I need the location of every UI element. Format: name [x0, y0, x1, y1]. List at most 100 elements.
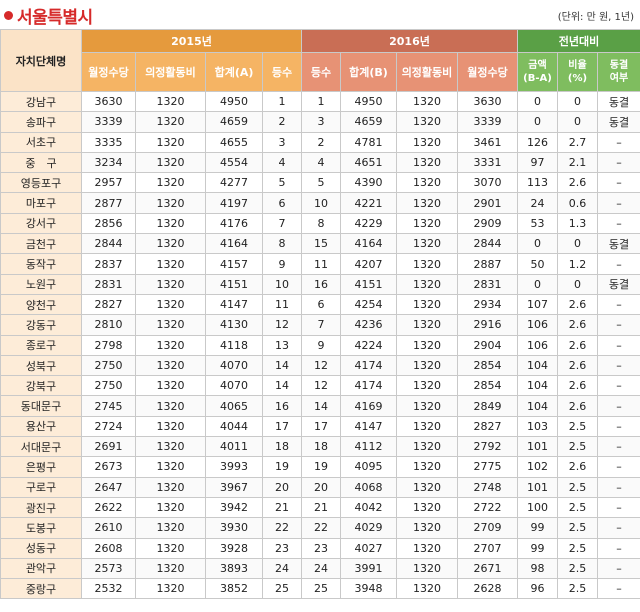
cell-diff: 126 [517, 131, 558, 153]
cell-total-2015: 3928 [205, 537, 263, 559]
cell-pct: 2.6 [557, 314, 598, 336]
cell-rank-2015: 9 [262, 253, 302, 275]
cell-diff: 96 [517, 578, 558, 600]
region-name: 서초구 [0, 131, 82, 153]
cell-activity-2015: 1320 [135, 111, 206, 133]
table-row: 마포구 2877 1320 4197 6 10 4221 1320 2901 24 0.6– [0, 192, 640, 214]
cell-pct: 2.1 [557, 151, 598, 174]
cell-freeze: – [597, 517, 640, 539]
cell-rank-2016: 18 [301, 436, 341, 458]
header-change: 전년대비 [517, 29, 640, 53]
cell-rank-2015: 2 [262, 111, 302, 133]
table-row: 서대문구 2691 1320 4011 18 18 4112 1320 2792 101 2.5– [0, 436, 640, 458]
cell-freeze: – [597, 192, 640, 214]
cell-rank-2015: 4 [262, 151, 302, 174]
region-name: 은평구 [0, 456, 82, 478]
cell-rank-2015: 19 [262, 456, 302, 478]
region-name: 강동구 [0, 314, 82, 336]
cell-monthly-2015: 2856 [81, 212, 136, 235]
cell-diff: 0 [517, 90, 558, 113]
cell-monthly-2015: 2573 [81, 557, 136, 580]
cell-monthly-2015: 2532 [81, 578, 136, 600]
table-row: 금천구 2844 1320 4164 8 15 4164 1320 2844 0 0 동결 [0, 233, 640, 255]
cell-total-2015: 3893 [205, 557, 263, 580]
cell-pct: 2.5 [557, 476, 598, 498]
table-row: 노원구 2831 1320 4151 10 16 4151 1320 2831 0 0 동결 [0, 273, 640, 295]
cell-total-2015: 4659 [205, 111, 263, 133]
cell-pct: 2.5 [557, 537, 598, 559]
cell-rank-2016: 10 [301, 192, 341, 214]
col-pct: 비율 (%) [557, 52, 598, 92]
title-text: 서울특별시 [17, 7, 93, 28]
cell-monthly-2015: 2831 [81, 273, 136, 295]
cell-rank-2015: 6 [262, 192, 302, 214]
cell-rank-2015: 12 [262, 314, 302, 336]
cell-diff: 113 [517, 172, 558, 194]
cell-total-2015: 4044 [205, 415, 263, 438]
region-name: 용산구 [0, 415, 82, 438]
table-row: 구로구 2647 1320 3967 20 20 4068 1320 2748 101 2.5– [0, 476, 640, 498]
cell-total-2016: 4659 [340, 111, 397, 133]
cell-freeze: – [597, 436, 640, 458]
cell-rank-2016: 24 [301, 557, 341, 580]
cell-monthly-2016: 2904 [457, 334, 518, 356]
region-name: 강서구 [0, 212, 82, 235]
header-column-row: 월정수당 의정활동비 합계(A) 등수 등수 합계(B) 의정활동비 월정수당 … [1, 52, 640, 92]
cell-monthly-2016: 2792 [457, 436, 518, 458]
cell-diff: 107 [517, 293, 558, 316]
cell-monthly-2015: 2837 [81, 253, 136, 275]
cell-activity-2016: 1320 [396, 517, 458, 539]
cell-monthly-2015: 2673 [81, 456, 136, 478]
cell-activity-2015: 1320 [135, 192, 206, 214]
cell-monthly-2016: 2707 [457, 537, 518, 559]
cell-pct: 1.2 [557, 253, 598, 275]
cell-activity-2015: 1320 [135, 496, 206, 519]
cell-freeze: – [597, 578, 640, 600]
cell-monthly-2016: 2831 [457, 273, 518, 295]
cell-freeze: – [597, 334, 640, 356]
cell-total-2016: 4236 [340, 314, 397, 336]
cell-monthly-2015: 2610 [81, 517, 136, 539]
cell-monthly-2016: 2844 [457, 233, 518, 255]
cell-diff: 103 [517, 415, 558, 438]
cell-total-2015: 3852 [205, 578, 263, 600]
cell-freeze: – [597, 253, 640, 275]
cell-monthly-2015: 2608 [81, 537, 136, 559]
cell-pct: 2.6 [557, 293, 598, 316]
cell-freeze: – [597, 537, 640, 559]
table-row: 관악구 2573 1320 3893 24 24 3991 1320 2671 98 2.5– [0, 557, 640, 580]
cell-diff: 0 [517, 111, 558, 133]
cell-pct: 2.6 [557, 172, 598, 194]
cell-activity-2016: 1320 [396, 273, 458, 295]
cell-monthly-2015: 2750 [81, 375, 136, 397]
cell-total-2016: 4027 [340, 537, 397, 559]
cell-diff: 106 [517, 314, 558, 336]
cell-monthly-2016: 2849 [457, 395, 518, 417]
cell-pct: 2.5 [557, 415, 598, 438]
cell-activity-2015: 1320 [135, 131, 206, 153]
cell-rank-2016: 23 [301, 537, 341, 559]
cell-activity-2015: 1320 [135, 293, 206, 316]
cell-pct: 0 [557, 111, 598, 133]
cell-diff: 24 [517, 192, 558, 214]
table-row: 성북구 2750 1320 4070 14 12 4174 1320 2854 104 2.6– [0, 354, 640, 377]
cell-activity-2015: 1320 [135, 212, 206, 235]
cell-total-2015: 4157 [205, 253, 263, 275]
cell-monthly-2016: 2887 [457, 253, 518, 275]
cell-activity-2016: 1320 [396, 253, 458, 275]
unit-note: (단위: 만 원, 1년) [557, 12, 634, 23]
region-name: 중 구 [0, 151, 82, 174]
cell-rank-2015: 21 [262, 496, 302, 519]
table-row: 동대문구 2745 1320 4065 16 14 4169 1320 2849 104 2.6– [0, 395, 640, 417]
cell-freeze: – [597, 496, 640, 519]
cell-monthly-2015: 2750 [81, 354, 136, 377]
cell-total-2016: 4029 [340, 517, 397, 539]
cell-rank-2016: 16 [301, 273, 341, 295]
table-row: 서초구 3335 1320 4655 3 2 4781 1320 3461 126 2.7– [0, 131, 640, 153]
cell-monthly-2016: 3339 [457, 111, 518, 133]
cell-activity-2016: 1320 [396, 314, 458, 336]
cell-freeze: 동결 [597, 273, 640, 295]
region-name: 도봉구 [0, 517, 82, 539]
cell-rank-2016: 17 [301, 415, 341, 438]
col-activity-2016: 의정활동비 [396, 52, 458, 92]
